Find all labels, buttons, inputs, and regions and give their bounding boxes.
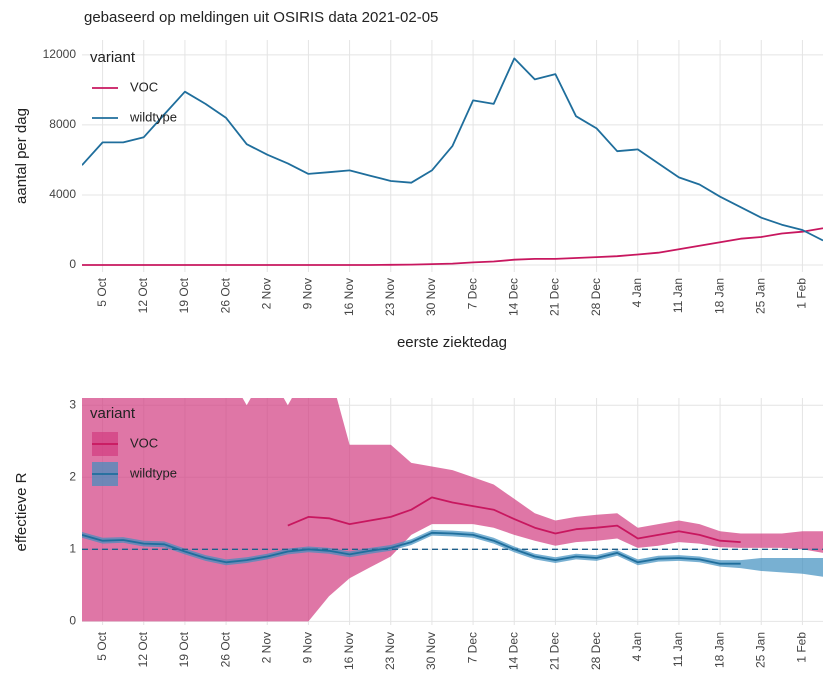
- series-line: [82, 227, 823, 266]
- legend-label: wildtype: [129, 109, 177, 124]
- confidence-band: [82, 529, 823, 577]
- series-line: [82, 531, 741, 565]
- series-line: [287, 496, 741, 543]
- x-tick-label: 23 Nov: [383, 278, 397, 316]
- y-tick-label: 8000: [49, 117, 76, 131]
- x-tick-label: 2 Nov: [259, 278, 273, 309]
- grid: [82, 40, 823, 272]
- x-tick-label: 5 Oct: [95, 277, 109, 306]
- x-tick-label: 14 Dec: [506, 278, 520, 316]
- x-axis-title: eerste ziektedag: [397, 334, 507, 351]
- x-tick-label: 19 Oct: [177, 277, 191, 313]
- x-tick-label: 21 Dec: [548, 632, 562, 670]
- x-tick-label: 9 Nov: [301, 632, 315, 663]
- x-tick-label: 4 Jan: [630, 632, 644, 661]
- x-tick-label: 28 Dec: [589, 278, 603, 316]
- x-tick-label: 1 Feb: [795, 278, 809, 309]
- y-tick-label: 0: [69, 614, 76, 628]
- x-tick-label: 2 Nov: [259, 632, 273, 663]
- chart-title: gebaseerd op meldingen uit OSIRIS data 2…: [84, 9, 438, 26]
- x-tick-label: 18 Jan: [712, 632, 726, 668]
- x-tick-label: 21 Dec: [548, 278, 562, 316]
- x-tick-label: 11 Jan: [671, 632, 685, 667]
- legend-label: VOC: [130, 79, 158, 94]
- x-tick-label: 5 Oct: [95, 631, 109, 660]
- legend-label: VOC: [130, 435, 158, 450]
- x-tick-label: 12 Oct: [136, 277, 150, 313]
- x-tick-label: 25 Jan: [753, 278, 767, 314]
- x-tick-label: 18 Jan: [712, 278, 726, 314]
- legend-title: variant: [90, 405, 136, 422]
- x-tick-label: 30 Nov: [424, 278, 438, 316]
- x-tick-label: 23 Nov: [383, 632, 397, 670]
- x-tick-label: 9 Nov: [301, 278, 315, 309]
- x-tick-label: 16 Nov: [342, 278, 356, 316]
- y-axis-title: aantal per dag: [13, 108, 30, 204]
- y-tick-label: 12000: [43, 47, 77, 61]
- y-tick-label: 0: [69, 257, 76, 271]
- confidence-band: [82, 398, 823, 622]
- plot-area: [82, 57, 823, 266]
- x-tick-label: 16 Nov: [342, 632, 356, 670]
- y-tick-label: 1: [69, 542, 76, 556]
- legend-title: variant: [90, 49, 136, 66]
- y-axis-title: effectieve R: [13, 472, 30, 551]
- y-tick-label: 3: [69, 397, 76, 411]
- x-tick-label: 1 Feb: [795, 632, 809, 663]
- legend-label: wildtype: [129, 465, 177, 480]
- y-tick-label: 2: [69, 469, 76, 483]
- x-tick-label: 11 Jan: [671, 278, 685, 313]
- x-tick-label: 4 Jan: [630, 278, 644, 307]
- x-tick-label: 7 Dec: [465, 632, 479, 663]
- x-tick-label: 30 Nov: [424, 632, 438, 670]
- x-tick-label: 25 Jan: [753, 632, 767, 668]
- x-tick-label: 19 Oct: [177, 631, 191, 667]
- y-tick-label: 4000: [49, 187, 76, 201]
- series-line: [82, 57, 823, 242]
- x-tick-label: 26 Oct: [218, 631, 232, 667]
- x-tick-label: 28 Dec: [589, 632, 603, 670]
- x-tick-label: 26 Oct: [218, 277, 232, 313]
- x-tick-label: 12 Oct: [136, 631, 150, 667]
- x-tick-label: 14 Dec: [506, 632, 520, 670]
- plot-area: [82, 398, 823, 622]
- x-tick-label: 7 Dec: [465, 278, 479, 309]
